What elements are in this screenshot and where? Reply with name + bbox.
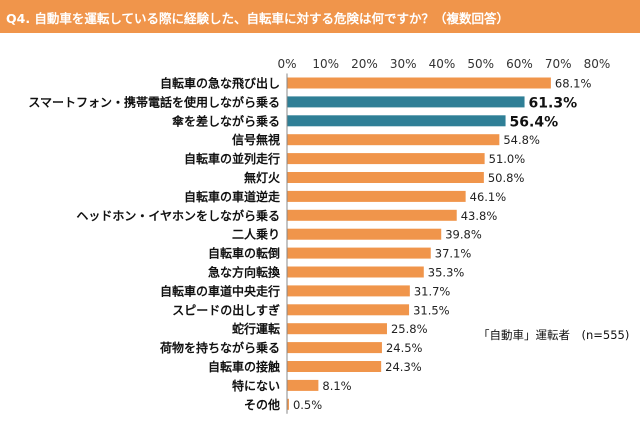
x-tick-label: 80% [584,57,611,71]
value-label: 24.3% [385,360,422,374]
value-label: 0.5% [293,398,322,412]
bar [287,153,485,165]
category-labels: 自転車の急な飛び出しスマートフォン・携帯電話を使用しながら乗る傘を差しながら乗る… [28,76,281,412]
x-tick-label: 40% [429,57,456,71]
x-tick-label: 0% [277,57,296,71]
bar [287,247,431,259]
category-label: スマートフォン・携帯電話を使用しながら乗る [28,94,280,109]
bar [287,96,525,108]
value-label: 31.5% [413,303,450,317]
category-label: スピードの出しすぎ [172,302,280,317]
bar [287,134,500,146]
value-label: 8.1% [322,379,351,393]
category-label: 傘を差しながら乗る [172,113,280,128]
value-label: 54.8% [503,133,540,147]
value-label: 25.8% [391,322,428,336]
bar [287,379,319,391]
value-label: 46.1% [470,190,507,204]
category-label: ヘッドホン・イヤホンをしながら乗る [76,208,280,223]
category-label: 自転車の車道中央走行 [160,283,280,298]
bar [287,77,551,89]
sample-note: 「自動車」運転者 (n=555) [478,328,630,342]
bar [287,172,484,183]
bar [287,228,442,240]
bar [287,115,506,127]
category-label: 無灯火 [244,170,281,185]
value-label: 56.4% [510,114,559,130]
x-tick-label: 10% [312,57,339,71]
category-label: 自転車の接触 [208,359,280,374]
value-label: 37.1% [435,247,472,261]
value-label: 24.5% [386,341,423,355]
value-label: 43.8% [461,209,498,223]
value-label: 61.3% [529,95,578,111]
value-label: 39.8% [445,228,482,242]
bar [287,342,382,354]
category-label: 自転車の転倒 [208,246,280,261]
category-label: 信号無視 [232,132,280,147]
x-axis-ticks: 0% 10% 20% 30% 40% 50% 60% 70% 80% [277,57,610,71]
bar [287,266,424,278]
category-label: 自転車の急な飛び出し [160,76,280,91]
value-label: 68.1% [555,77,592,91]
category-label: 自転車の車道逆走 [184,189,280,204]
category-label: 特にない [232,378,280,393]
category-label: 二人乗り [232,227,280,242]
bar-series [287,77,551,410]
value-label: 50.8% [488,171,525,185]
bar [287,190,466,202]
bar [287,361,382,372]
value-label: 31.7% [414,284,451,298]
category-label: 蛇行運転 [232,321,280,336]
x-tick-label: 20% [351,57,378,71]
x-tick-label: 50% [467,57,494,71]
x-tick-label: 60% [506,57,533,71]
bar [287,304,410,316]
category-label: 自転車の並列走行 [184,151,280,166]
value-label: 35.3% [428,266,465,280]
bar [287,285,410,297]
bar [287,398,289,410]
x-tick-label: 70% [545,57,572,71]
category-label: その他 [244,397,280,412]
header-bar: Q4. 自動車を運転している際に経験した、自転車に対する危険は何ですか？（複数回… [0,0,640,33]
value-label: 51.0% [489,152,526,166]
bar [287,323,387,335]
category-label: 急な方向転換 [208,265,281,280]
question-title: Q4. 自動車を運転している際に経験した、自転車に対する危険は何ですか？（複数回… [6,11,510,26]
value-labels: 68.1% 61.3% 56.4% 54.8% 51.0% 50.8% 46.1% 43.8%… [293,77,592,412]
x-tick-label: 30% [390,57,417,71]
category-label: 荷物を持ちながら乗る [159,340,280,355]
bar [287,209,457,221]
